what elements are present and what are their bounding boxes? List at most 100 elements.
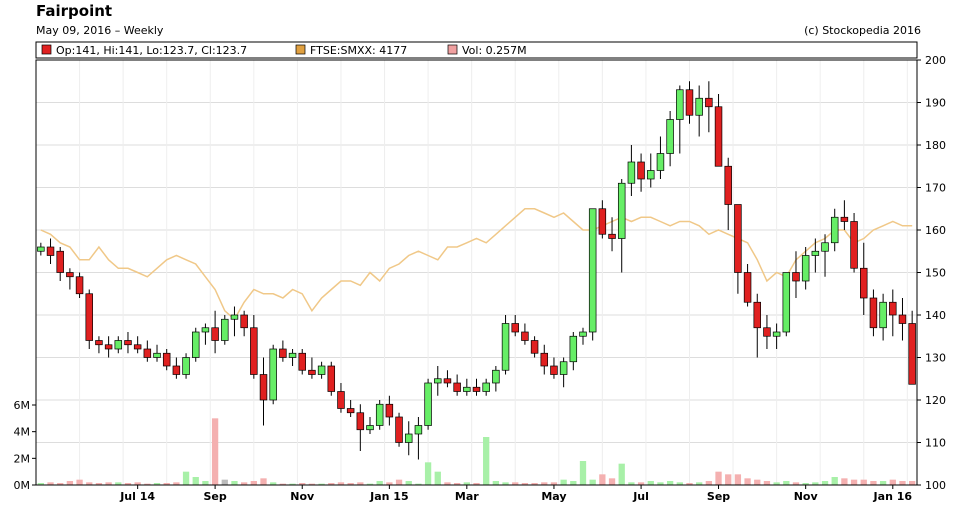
volume-bar	[66, 481, 74, 485]
candle-body	[801, 255, 810, 282]
candle-body	[308, 369, 316, 375]
x-tick-label: Jan 16	[873, 490, 913, 503]
legend-label: Op:141, Hi:141, Lo:123.7, Cl:123.7	[56, 44, 247, 57]
volume-bar	[105, 482, 112, 485]
volume-bar	[676, 482, 683, 485]
volume-bar	[560, 479, 567, 485]
legend-swatch	[41, 44, 52, 55]
candle-body	[588, 208, 597, 333]
price-tick-label: 160	[925, 224, 946, 237]
volume-bar	[395, 479, 403, 485]
candle-body	[521, 331, 529, 341]
candle-body	[579, 331, 587, 337]
volume-bar	[502, 482, 509, 485]
volume-bar	[879, 481, 887, 485]
volume-bar	[318, 483, 325, 485]
candle-body	[288, 352, 297, 358]
candle-body	[434, 378, 442, 384]
candle-body	[782, 272, 791, 333]
volume-bar	[531, 483, 538, 485]
candle-body	[908, 323, 916, 385]
x-tick-label: Sep	[707, 490, 730, 503]
volume-bar	[647, 481, 654, 485]
volume-bar	[783, 481, 790, 485]
volume-bar	[86, 482, 93, 485]
volume-bar	[463, 482, 470, 485]
page-title: Fairpoint	[36, 2, 113, 20]
candle-body	[37, 246, 45, 252]
volume-bar	[841, 478, 848, 485]
volume-bar	[289, 483, 296, 485]
volume-bar	[453, 483, 461, 485]
candle-body	[85, 293, 93, 341]
candle-body	[627, 161, 636, 184]
volume-bar	[424, 462, 432, 485]
volume-bar	[734, 474, 742, 485]
candle-body	[617, 182, 626, 239]
candle-body	[530, 340, 539, 354]
candle-body	[811, 250, 820, 256]
candle-body	[724, 165, 732, 205]
volume-bar	[705, 481, 712, 485]
volume-bar	[241, 482, 248, 485]
volume-bar	[889, 479, 896, 485]
volume-bar	[337, 482, 345, 485]
price-tick-label: 190	[925, 97, 946, 110]
index-line	[40, 208, 913, 321]
price-tick-label: 170	[925, 182, 946, 195]
x-tick-label: Sep	[203, 490, 226, 503]
volume-bar	[221, 479, 228, 485]
candle-body	[317, 365, 326, 375]
candle-body	[550, 365, 558, 375]
candle-body	[124, 340, 132, 346]
volume-bar	[637, 482, 645, 485]
candle-body	[230, 314, 239, 320]
candle-body	[492, 369, 500, 384]
candle-body	[850, 221, 858, 269]
plot-frame	[35, 59, 918, 486]
volume-bar	[628, 482, 635, 485]
candle-body	[346, 408, 355, 414]
volume-bar	[115, 482, 122, 485]
candle-body	[250, 327, 258, 375]
candle-body	[298, 352, 306, 371]
volume-tick-label: 0M	[14, 479, 31, 492]
candle-body	[559, 361, 568, 375]
volume-bar	[47, 482, 54, 485]
volume-bar	[347, 483, 354, 485]
volume-bar	[570, 481, 577, 485]
volume-bar	[725, 474, 732, 485]
candle-body	[424, 382, 432, 426]
volume-bar	[899, 481, 906, 485]
copyright-text: (c) Stockopedia 2016	[804, 24, 921, 37]
candle-body	[666, 119, 674, 154]
volume-bar	[163, 483, 170, 485]
volume-bar	[579, 461, 587, 485]
volume-bar	[744, 478, 751, 485]
candle-body	[95, 340, 103, 346]
volume-bar	[483, 437, 490, 485]
legend-swatch	[295, 44, 306, 55]
candle-body	[259, 374, 268, 401]
volume-bar	[153, 483, 161, 485]
volume-bar	[95, 483, 103, 485]
candle-body	[104, 344, 113, 350]
legend-label: FTSE:SMXX: 4177	[310, 44, 407, 57]
price-tick-label: 100	[925, 479, 946, 492]
volume-bar	[37, 483, 44, 485]
volume-bar	[909, 481, 916, 485]
volume-bar	[76, 479, 83, 485]
candle-body	[172, 365, 181, 375]
legend-swatch	[447, 44, 458, 55]
candle-body	[133, 344, 142, 350]
volume-bar	[541, 482, 548, 485]
x-tick-label: Jul 14	[119, 490, 155, 503]
volume-bar	[666, 481, 674, 485]
candle-body	[75, 276, 84, 295]
price-tick-label: 180	[925, 139, 946, 152]
volume-bar	[686, 483, 693, 485]
volume-bar	[182, 471, 190, 485]
candle-body	[676, 89, 684, 120]
candle-body	[395, 416, 403, 443]
